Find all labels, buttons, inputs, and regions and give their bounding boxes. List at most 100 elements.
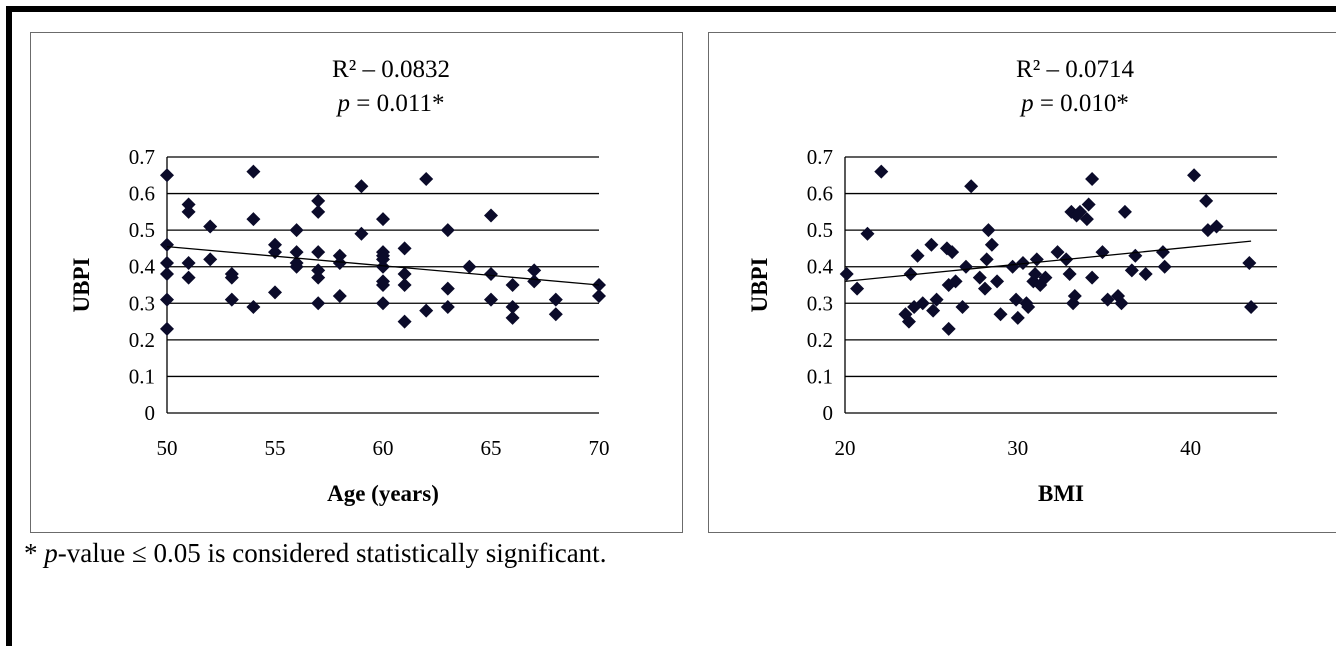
data-point xyxy=(203,219,218,234)
data-point xyxy=(1050,245,1065,260)
data-point xyxy=(160,237,174,252)
data-point xyxy=(1064,204,1079,219)
data-point xyxy=(397,241,412,256)
data-point xyxy=(901,314,916,329)
data-point xyxy=(948,274,963,289)
data-point xyxy=(268,285,282,300)
data-point xyxy=(955,299,970,314)
y-tick-label: 0.3 xyxy=(129,291,155,315)
data-point xyxy=(1155,245,1170,260)
data-point xyxy=(505,278,520,292)
data-point xyxy=(160,256,174,271)
data-point xyxy=(289,259,304,274)
data-point xyxy=(311,204,326,219)
data-point xyxy=(958,259,973,274)
data-point xyxy=(1199,193,1214,208)
p-value-label: p = 0.011* xyxy=(336,90,445,117)
data-point xyxy=(941,321,956,336)
data-point xyxy=(1124,263,1139,278)
data-point xyxy=(181,256,196,271)
data-point xyxy=(548,307,563,322)
data-point xyxy=(376,278,390,292)
data-point xyxy=(874,164,889,179)
data-point xyxy=(246,164,261,179)
y-tick-label: 0.6 xyxy=(129,182,155,206)
y-tick-label: 0.2 xyxy=(129,328,155,352)
data-point xyxy=(1073,204,1088,219)
data-point xyxy=(860,226,875,241)
data-point xyxy=(1085,270,1100,285)
data-point xyxy=(311,270,326,285)
data-point xyxy=(1010,310,1025,325)
x-tick-label: 65 xyxy=(481,436,502,460)
data-point xyxy=(440,281,455,296)
data-point xyxy=(181,270,196,285)
data-point xyxy=(964,179,979,194)
y-tick-label: 0.7 xyxy=(807,145,833,169)
data-point xyxy=(484,267,498,282)
data-point xyxy=(1117,204,1132,219)
data-point xyxy=(203,252,218,267)
data-point xyxy=(440,223,455,238)
data-point xyxy=(1026,274,1041,289)
age-chart-panel: R² – 0.0832 p = 0.011* 0 0.1 0.2 0.3 0.4 0.5 0.6… xyxy=(30,32,683,533)
data-point xyxy=(1244,299,1259,314)
data-point xyxy=(505,310,520,325)
p-value-number: = 0.010* xyxy=(1034,90,1129,117)
x-tick-label: 20 xyxy=(835,436,856,460)
data-point xyxy=(1021,299,1036,314)
data-point xyxy=(1128,248,1143,263)
data-point xyxy=(311,263,326,278)
data-point xyxy=(990,274,1005,289)
data-point xyxy=(592,288,606,303)
data-point xyxy=(332,256,347,271)
data-point xyxy=(1005,259,1020,274)
data-point xyxy=(484,208,498,223)
p-value-number: = 0.011* xyxy=(350,90,444,117)
data-point xyxy=(527,263,542,278)
data-point xyxy=(1015,256,1030,271)
data-point xyxy=(332,288,347,303)
data-point xyxy=(440,299,455,314)
p-value-symbol: p xyxy=(1019,90,1034,117)
data-point xyxy=(1209,219,1224,234)
data-point xyxy=(839,267,854,282)
y-tick-label: 0 xyxy=(823,401,834,425)
data-point xyxy=(984,237,999,252)
data-point xyxy=(268,237,282,252)
bmi-scatter-chart: R² – 0.0714 p = 0.010* 0 0.1 0.2 0.3 0.4 0.5 0.6… xyxy=(747,56,1277,506)
footnote-p: p xyxy=(44,538,58,568)
data-point xyxy=(311,193,326,208)
p-value-symbol: p xyxy=(336,90,351,117)
data-point xyxy=(419,171,434,186)
data-point xyxy=(419,303,434,318)
y-tick-label: 0.5 xyxy=(129,218,155,242)
data-point xyxy=(1114,296,1129,311)
data-point xyxy=(527,274,542,289)
data-point xyxy=(1081,197,1096,212)
data-point xyxy=(332,248,347,263)
y-tick-label: 0.3 xyxy=(807,291,833,315)
data-point xyxy=(1242,256,1257,271)
data-point xyxy=(939,241,954,256)
data-point xyxy=(924,237,939,252)
data-point xyxy=(160,321,174,336)
data-point xyxy=(903,267,918,282)
y-tick-label: 0 xyxy=(145,401,156,425)
y-tick-label: 0.5 xyxy=(807,218,833,242)
data-point xyxy=(981,223,996,238)
data-point xyxy=(160,292,174,307)
p-value-label: p = 0.010* xyxy=(1019,90,1129,117)
data-point xyxy=(1009,292,1024,307)
y-axis-title: UBPI xyxy=(69,257,94,312)
x-tick-label: 50 xyxy=(157,436,178,460)
y-tick-label: 0.1 xyxy=(129,364,155,388)
data-point xyxy=(224,292,239,307)
data-point xyxy=(397,314,412,329)
data-point xyxy=(915,296,930,311)
data-point xyxy=(160,168,174,183)
x-tick-label: 70 xyxy=(589,436,610,460)
data-point xyxy=(354,179,369,194)
trend-line xyxy=(844,240,1252,282)
y-axis-title: UBPI xyxy=(747,257,772,312)
